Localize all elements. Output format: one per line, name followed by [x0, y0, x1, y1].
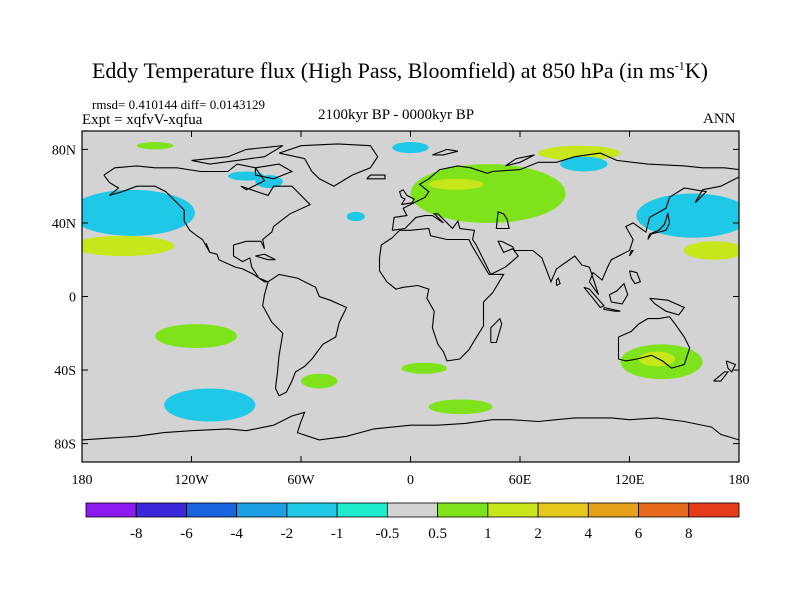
lon-tick-label: 120E: [615, 473, 645, 488]
coastline-path: [391, 152, 739, 296]
lat-tick-label: 80N: [52, 143, 76, 158]
coastline-path: [191, 145, 284, 165]
lon-tick-label: 0: [407, 473, 414, 488]
axis-layer: 180 120W 60W 0 60E 120E 180 80N 40N 0 40S 80S: [52, 131, 750, 488]
lon-tick-label: 60W: [287, 473, 315, 488]
colorbar-swatch: [487, 502, 539, 518]
colorbar-swatch: [437, 502, 489, 518]
anomaly-npac-pos-w: [82, 235, 175, 257]
coastline-path: [495, 211, 510, 230]
coastline-path: [366, 174, 386, 180]
anomaly-nw-atl-neg: [346, 211, 365, 222]
lat-tick-label: 0: [69, 291, 76, 306]
colorbar-label: -2: [281, 526, 294, 542]
coastline-path: [628, 270, 642, 285]
colorbar-label: -6: [180, 526, 193, 542]
colorbar-label: -4: [230, 526, 243, 542]
experiment-label: Expt = xqfvV-xqfua: [82, 112, 203, 128]
coastline-layer: [82, 143, 739, 441]
coastline-path: [583, 286, 605, 309]
lat-tick-label: 40N: [52, 217, 76, 232]
colorbar-swatch: [587, 502, 639, 518]
anomaly-europe-core: [428, 178, 484, 190]
colorbar-swatch: [336, 502, 388, 518]
colorbar-label: 6: [635, 526, 643, 542]
anomaly-sind-pos2: [428, 399, 493, 415]
colorbar-swatch: [85, 502, 137, 518]
lon-tick-label: 60E: [509, 473, 532, 488]
coastline-path: [505, 154, 535, 167]
anomaly-arctic-neg: [560, 156, 608, 172]
coastline-path: [432, 148, 459, 156]
colorbar-swatch: [135, 502, 187, 518]
colorbar-label: -8: [130, 526, 143, 542]
colorbar-label: -0.5: [376, 526, 400, 542]
coastline-path: [278, 143, 379, 187]
coastline-path: [254, 163, 294, 180]
anomaly-australia-core: [638, 351, 676, 367]
lon-tick-label: 120W: [174, 473, 209, 488]
colorbar-swatch: [386, 502, 439, 518]
coastline-path: [725, 360, 737, 373]
lon-tick-label: 180: [729, 473, 750, 488]
coastline-path: [103, 163, 312, 283]
anomaly-natl-neg: [392, 142, 429, 154]
colorbar-label: 2: [534, 526, 542, 542]
anomaly-satl-pos: [301, 373, 338, 389]
coastline-path: [608, 282, 629, 305]
coastline-path: [262, 273, 348, 397]
colorbar-swatch: [688, 502, 740, 518]
coastline-path: [82, 411, 739, 441]
season-label: ANN: [703, 111, 736, 127]
anomaly-layer: [82, 142, 739, 422]
coastline-path: [555, 277, 561, 286]
colorbar: -8 -6 -4 -2 -1 -0.5 0.5 1 2 4 6 8: [85, 502, 740, 542]
coastline-path: [398, 189, 415, 206]
coastline-path: [647, 211, 671, 240]
stats-line: rmsd= 0.410144 diff= 0.0143129: [92, 97, 265, 112]
anomaly-sind-pos: [401, 362, 447, 374]
colorbar-label: 4: [585, 526, 593, 542]
colorbar-label: 0.5: [428, 526, 447, 542]
anomaly-arctic-pos-w: [136, 142, 174, 150]
anomaly-npac-west-edge: [82, 189, 195, 236]
anomaly-arctic-pos: [538, 145, 621, 161]
colorbar-swatch: [236, 502, 288, 518]
coastline-path: [490, 317, 503, 344]
coastline-path: [255, 253, 276, 261]
colorbar-swatch: [286, 502, 338, 518]
lon-tick-label: 180: [72, 473, 93, 488]
coastline-path: [713, 371, 730, 382]
colorbar-label: 8: [685, 526, 693, 542]
lat-tick-label: 80S: [54, 438, 76, 453]
colorbar-label: -1: [331, 526, 344, 542]
chart-title: Eddy Temperature flux (High Pass, Bloomf…: [91, 58, 708, 83]
coastline-path: [378, 227, 505, 362]
coastline-path: [628, 249, 635, 257]
period-label: 2100kyr BP - 0000kyr BP: [318, 107, 475, 123]
coastline-path: [617, 316, 691, 369]
anomaly-europe-pos: [410, 164, 566, 223]
anomaly-npac-pos-e: [683, 241, 739, 260]
anomaly-sopac-pos: [155, 324, 238, 348]
colorbar-swatch: [186, 502, 238, 518]
colorbar-swatch: [638, 502, 690, 518]
colorbar-label: 1: [484, 526, 492, 542]
colorbar-swatch: [537, 502, 589, 518]
coastline-path: [603, 306, 621, 312]
coastline-path: [649, 297, 686, 316]
anomaly-so-neg: [164, 388, 256, 422]
lat-tick-label: 40S: [54, 364, 76, 379]
